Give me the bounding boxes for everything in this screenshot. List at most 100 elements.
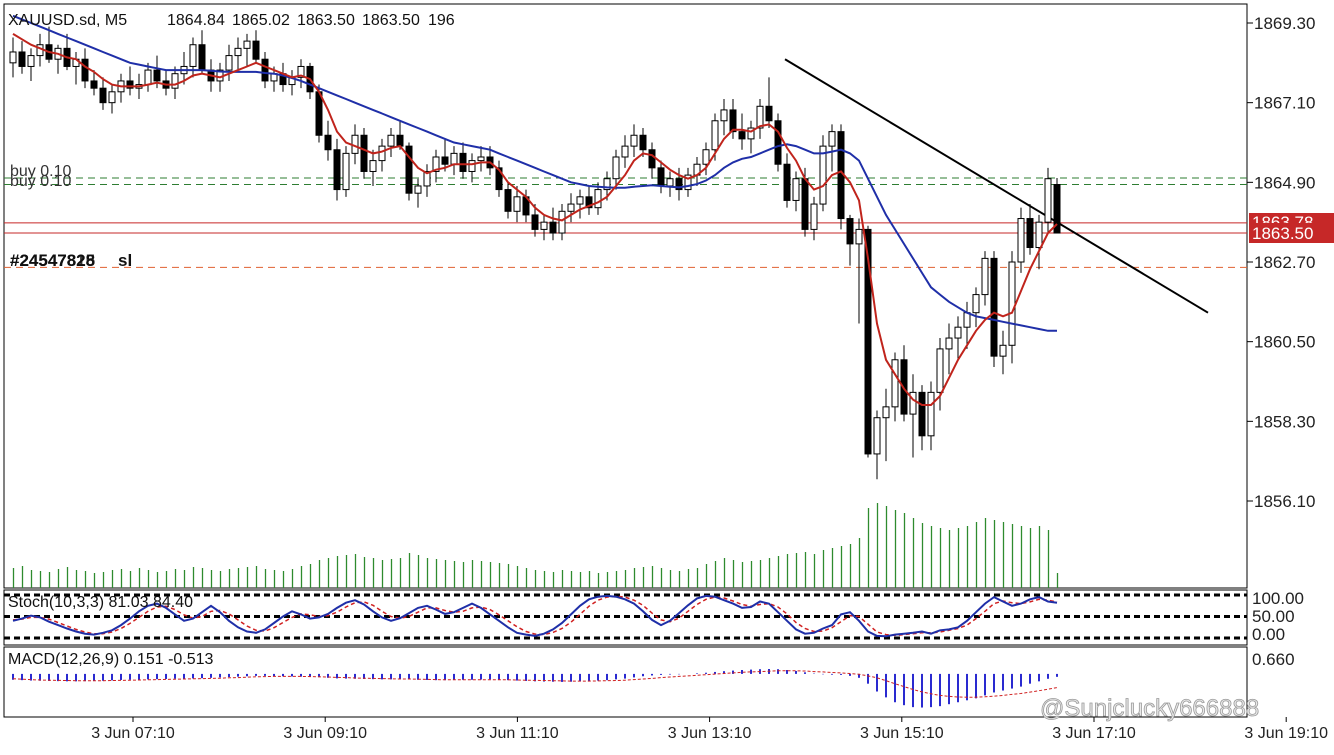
candle xyxy=(918,385,926,451)
candle xyxy=(576,189,584,219)
candle-body-bear xyxy=(81,58,89,82)
price-axis: 1869.30 1867.10 1864.90 1862.70 1860.50 1858.… xyxy=(1247,14,1315,511)
candle-body-bull xyxy=(450,152,458,165)
stoch-level-0: 0.00 xyxy=(1252,625,1285,644)
candle-body-bull xyxy=(243,40,251,49)
candle xyxy=(999,330,1007,375)
candle-body-bull xyxy=(234,47,242,57)
candle-body-bear xyxy=(783,163,791,201)
candle xyxy=(252,30,260,63)
stoch-level-50: 50.00 xyxy=(1252,607,1295,626)
candle xyxy=(585,185,593,215)
candle xyxy=(630,124,638,157)
candle-body-bull xyxy=(513,196,521,212)
price-tick-label: 1860.50 xyxy=(1254,333,1315,352)
candle xyxy=(90,70,98,96)
candle-body-bull xyxy=(477,156,485,162)
candle-body-bull xyxy=(378,145,386,162)
macd-level: 0.660 xyxy=(1252,650,1295,669)
candle-body-bull xyxy=(882,406,890,419)
macd-series xyxy=(12,669,1058,708)
candle xyxy=(198,30,206,74)
candle-body-bull xyxy=(144,69,152,86)
candle-body-bull xyxy=(819,145,827,205)
candle xyxy=(927,381,935,451)
candle-body-bull xyxy=(621,145,629,158)
candle xyxy=(909,374,917,458)
candle xyxy=(324,120,332,161)
price-tick-label: 1867.10 xyxy=(1254,94,1315,113)
candle xyxy=(594,182,602,215)
candle-body-bear xyxy=(846,218,854,245)
candle xyxy=(432,149,440,183)
candle xyxy=(738,113,746,150)
candle-body-bear xyxy=(738,131,746,140)
ma-slow-line xyxy=(12,14,1057,332)
price-tick-label: 1856.10 xyxy=(1254,492,1315,511)
candle-body-bear xyxy=(675,178,683,191)
watermark-text: @Sunjclucky666888 xyxy=(1040,695,1259,722)
candle-body-bull xyxy=(369,160,377,172)
candle xyxy=(405,142,413,201)
candle xyxy=(675,167,683,201)
candle xyxy=(18,41,26,74)
candle xyxy=(459,142,467,179)
candle xyxy=(765,77,773,129)
candle xyxy=(1035,214,1043,270)
candle-body-bull xyxy=(432,156,440,172)
candle xyxy=(567,193,575,223)
candle-body-bull xyxy=(810,203,818,230)
candle-body-bull xyxy=(342,152,350,191)
candle-body-bull xyxy=(1017,218,1025,263)
buy-order-label-2: buy 0.10 xyxy=(10,173,71,190)
candle-body-bear xyxy=(441,156,449,165)
candle xyxy=(873,410,881,480)
candle xyxy=(828,124,836,172)
candle-body-bull xyxy=(1035,221,1043,249)
candle-body-bull xyxy=(423,170,431,187)
main-pane-frame xyxy=(3,3,1248,589)
candle-body-bull xyxy=(612,156,620,180)
candle-body-bull xyxy=(558,210,566,234)
candle xyxy=(387,128,395,157)
candle-body-bear xyxy=(864,228,872,455)
candle xyxy=(27,48,35,81)
price-badge-current-text: 1863.50 xyxy=(1252,224,1313,243)
candle xyxy=(189,37,197,78)
candle xyxy=(126,66,134,96)
candle-body-bear xyxy=(99,87,107,104)
candle-body-bull xyxy=(909,391,917,415)
candle xyxy=(297,59,305,89)
candle xyxy=(1026,204,1034,255)
candle xyxy=(972,287,980,328)
candle-body-bull xyxy=(891,359,899,408)
candle xyxy=(819,135,827,212)
candle-body-bear xyxy=(1026,218,1034,249)
candle xyxy=(720,99,728,136)
ma-fast-line xyxy=(12,33,1058,406)
candle-body-bull xyxy=(981,257,989,296)
candle-body-bull xyxy=(756,105,764,129)
candle xyxy=(639,128,647,157)
candle xyxy=(288,70,296,96)
candle xyxy=(1053,177,1061,234)
candle-body-bear xyxy=(765,105,773,122)
candle-body-bear xyxy=(801,178,809,230)
candle xyxy=(531,204,539,237)
buy-order-label-1: buy 0.10 xyxy=(10,163,71,180)
candle xyxy=(693,156,701,186)
candle-body-bull xyxy=(171,73,179,89)
stoch-level-100: 100.00 xyxy=(1252,589,1304,608)
candle xyxy=(792,171,800,212)
candle-body-bull xyxy=(945,337,953,350)
candle-body-bear xyxy=(360,134,368,172)
candle-body-bear xyxy=(252,40,260,60)
candle xyxy=(261,51,269,89)
candle xyxy=(855,218,863,324)
candle-body-bear xyxy=(504,189,512,212)
candle xyxy=(117,73,125,103)
candle-body-bear xyxy=(495,167,503,191)
candle-body-bull xyxy=(936,348,944,393)
candle-body-bull xyxy=(27,55,35,67)
candle-body-bull xyxy=(684,174,692,191)
